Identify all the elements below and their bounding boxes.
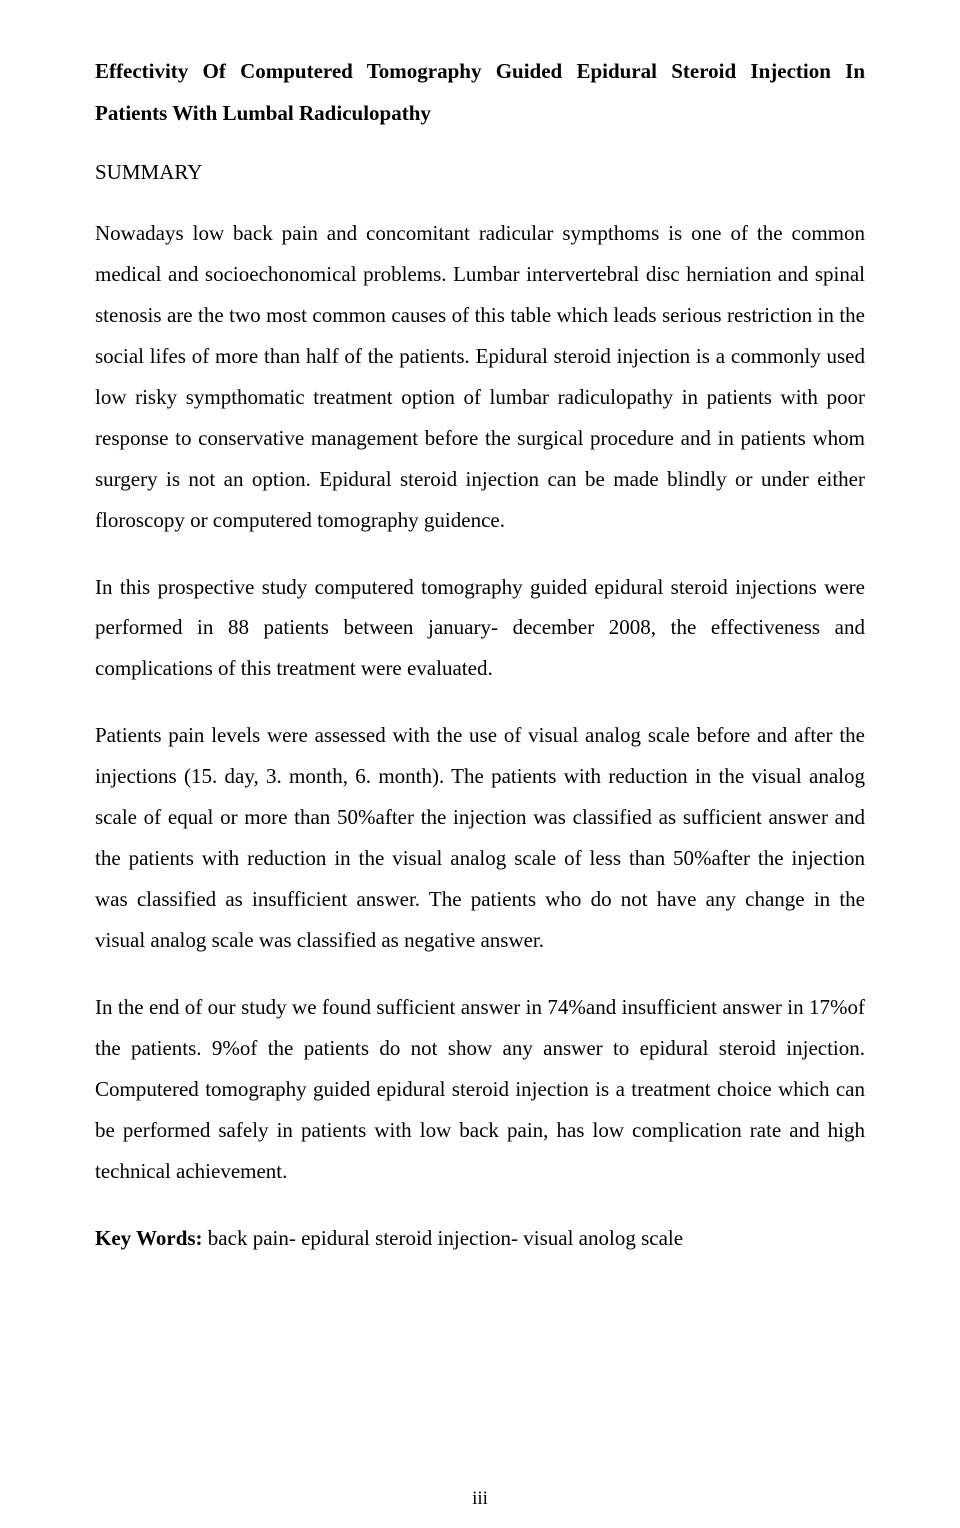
keywords-text: back pain- epidural steroid injection- v… xyxy=(203,1226,684,1250)
paper-title: Effectivity Of Computered Tomography Gui… xyxy=(95,50,865,134)
section-heading-summary: SUMMARY xyxy=(95,160,865,185)
paragraph-1: Nowadays low back pain and concomitant r… xyxy=(95,213,865,541)
paragraph-2: In this prospective study computered tom… xyxy=(95,567,865,690)
keywords-label: Key Words: xyxy=(95,1226,203,1250)
keywords-line: Key Words: back pain- epidural steroid i… xyxy=(95,1218,865,1259)
paragraph-4: In the end of our study we found suffici… xyxy=(95,987,865,1192)
page-number: iii xyxy=(0,1488,960,1510)
paragraph-3: Patients pain levels were assessed with … xyxy=(95,715,865,961)
